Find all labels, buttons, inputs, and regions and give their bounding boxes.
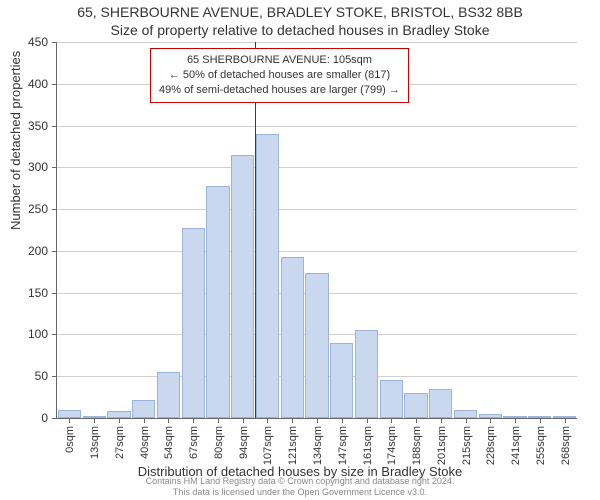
histogram-bar	[305, 273, 328, 418]
gridline	[57, 126, 577, 127]
x-tick-mark	[540, 418, 541, 423]
x-tick-label: 215sqm	[461, 426, 473, 465]
x-tick-label: 80sqm	[213, 426, 225, 459]
y-tick-label: 250	[0, 202, 48, 216]
x-tick-mark	[144, 418, 145, 423]
footer-line2: This data is licensed under the Open Gov…	[173, 487, 427, 497]
y-tick-mark	[52, 167, 57, 168]
annotation-line: 49% of semi-detached houses are larger (…	[159, 83, 400, 98]
y-tick-label: 100	[0, 327, 48, 341]
x-tick-label: 161sqm	[362, 426, 374, 465]
x-tick-label: 107sqm	[262, 426, 274, 465]
histogram-bar	[330, 343, 353, 418]
histogram-bar	[132, 400, 155, 418]
y-tick-label: 0	[0, 411, 48, 425]
histogram-bar	[355, 330, 378, 418]
x-tick-mark	[342, 418, 343, 423]
x-tick-mark	[119, 418, 120, 423]
histogram-bar	[206, 186, 229, 418]
y-tick-label: 450	[0, 35, 48, 49]
x-tick-label: 241sqm	[510, 426, 522, 465]
chart-container: 65, SHERBOURNE AVENUE, BRADLEY STOKE, BR…	[0, 0, 600, 500]
y-tick-label: 300	[0, 160, 48, 174]
footer-attribution: Contains HM Land Registry data © Crown c…	[0, 476, 600, 498]
x-tick-mark	[367, 418, 368, 423]
x-tick-mark	[292, 418, 293, 423]
x-tick-label: 40sqm	[139, 426, 151, 459]
x-tick-label: 94sqm	[238, 426, 250, 459]
x-tick-mark	[267, 418, 268, 423]
x-tick-label: 147sqm	[337, 426, 349, 465]
histogram-bar	[182, 228, 205, 419]
y-tick-mark	[52, 84, 57, 85]
histogram-bar	[429, 389, 452, 418]
y-tick-mark	[52, 418, 57, 419]
histogram-bar	[380, 380, 403, 418]
annotation-line: ← 50% of detached houses are smaller (81…	[159, 68, 400, 83]
histogram-bar	[281, 257, 304, 418]
x-tick-mark	[193, 418, 194, 423]
chart-title-line1: 65, SHERBOURNE AVENUE, BRADLEY STOKE, BR…	[0, 4, 600, 20]
gridline	[57, 251, 577, 252]
histogram-bar	[454, 410, 477, 418]
histogram-bar	[157, 372, 180, 418]
histogram-bar	[256, 134, 279, 418]
x-tick-label: 134sqm	[312, 426, 324, 465]
y-tick-mark	[52, 126, 57, 127]
x-tick-mark	[317, 418, 318, 423]
y-tick-label: 200	[0, 244, 48, 258]
x-tick-label: 268sqm	[560, 426, 572, 465]
gridline	[57, 167, 577, 168]
x-tick-label: 121sqm	[287, 426, 299, 465]
y-tick-label: 350	[0, 119, 48, 133]
y-tick-mark	[52, 293, 57, 294]
annotation-line: 65 SHERBOURNE AVENUE: 105sqm	[159, 53, 400, 68]
x-tick-mark	[441, 418, 442, 423]
footer-line1: Contains HM Land Registry data © Crown c…	[146, 476, 455, 486]
x-tick-label: 188sqm	[411, 426, 423, 465]
x-tick-mark	[94, 418, 95, 423]
chart-title-line2: Size of property relative to detached ho…	[0, 22, 600, 38]
x-tick-mark	[490, 418, 491, 423]
x-tick-mark	[416, 418, 417, 423]
histogram-bar	[58, 410, 81, 418]
y-tick-mark	[52, 376, 57, 377]
y-tick-mark	[52, 334, 57, 335]
y-tick-mark	[52, 42, 57, 43]
y-tick-label: 50	[0, 369, 48, 383]
x-tick-mark	[168, 418, 169, 423]
gridline	[57, 42, 577, 43]
x-tick-label: 0sqm	[64, 426, 76, 453]
annotation-box: 65 SHERBOURNE AVENUE: 105sqm← 50% of det…	[150, 48, 409, 103]
x-tick-label: 54sqm	[163, 426, 175, 459]
y-tick-mark	[52, 209, 57, 210]
x-tick-label: 13sqm	[89, 426, 101, 459]
x-tick-label: 255sqm	[535, 426, 547, 465]
histogram-bar	[107, 411, 130, 418]
gridline	[57, 209, 577, 210]
x-tick-label: 228sqm	[485, 426, 497, 465]
histogram-bar	[404, 393, 427, 418]
x-tick-mark	[391, 418, 392, 423]
y-tick-label: 150	[0, 286, 48, 300]
x-tick-mark	[515, 418, 516, 423]
x-tick-mark	[218, 418, 219, 423]
x-tick-label: 27sqm	[114, 426, 126, 459]
x-tick-mark	[69, 418, 70, 423]
x-tick-label: 174sqm	[386, 426, 398, 465]
y-tick-label: 400	[0, 77, 48, 91]
x-tick-label: 201sqm	[436, 426, 448, 465]
x-tick-mark	[243, 418, 244, 423]
x-tick-label: 67sqm	[188, 426, 200, 459]
y-tick-mark	[52, 251, 57, 252]
histogram-bar	[231, 155, 254, 418]
x-tick-mark	[565, 418, 566, 423]
x-tick-mark	[466, 418, 467, 423]
